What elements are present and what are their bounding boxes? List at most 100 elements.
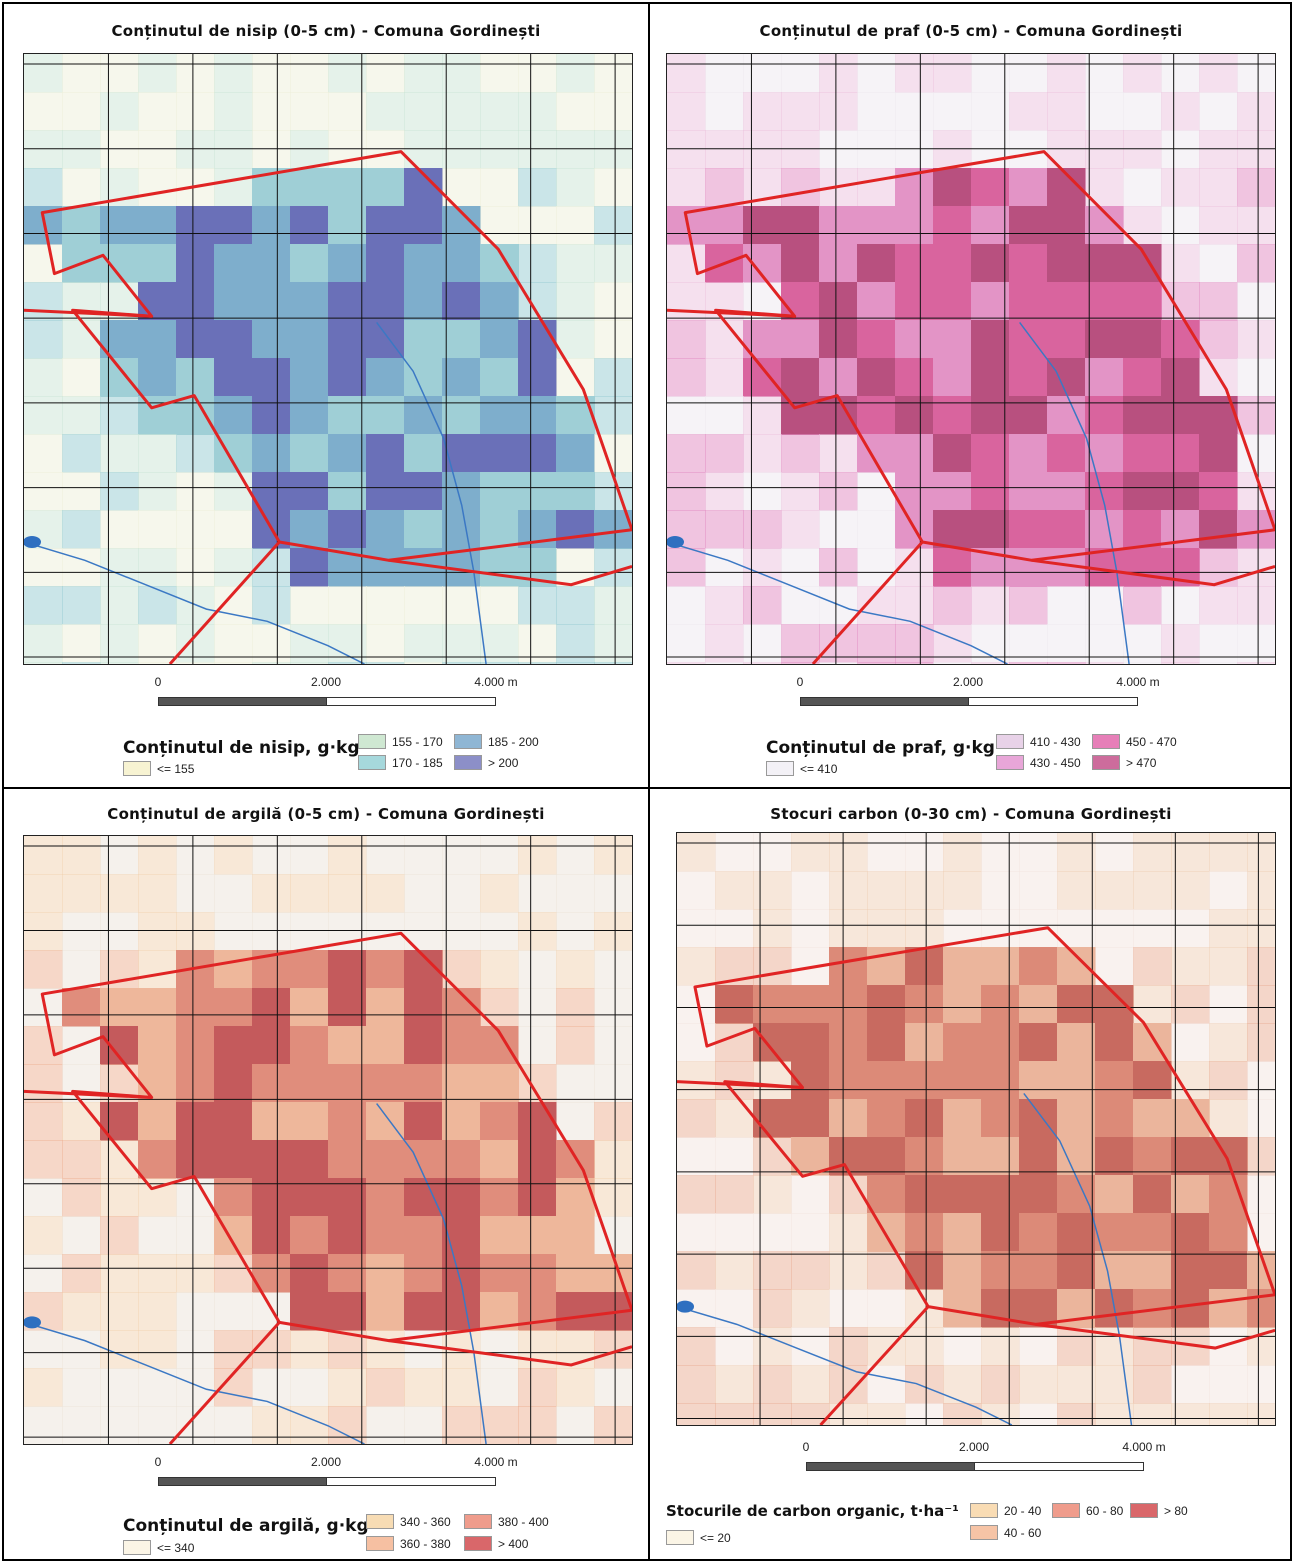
- legend-swatch: [1130, 1503, 1158, 1519]
- neighbour-boundary: [388, 558, 632, 587]
- commune-boundary: [683, 150, 1275, 562]
- raster-cells: [667, 54, 1275, 664]
- panel-title: Conținutul de argilă (0-5 cm) - Comuna G…: [107, 805, 545, 823]
- scale-label-end: 4.000 m: [1116, 675, 1160, 689]
- legend-swatch: [970, 1503, 998, 1519]
- legend-label: 155 - 170: [392, 734, 443, 749]
- legend-swatch: [358, 755, 386, 771]
- map-grid: [667, 54, 1275, 664]
- legend: Conținutul de praf, g·kg⁻¹ <= 410 410 - …: [650, 4, 1292, 787]
- legend-swatch: [464, 1514, 492, 1530]
- raster-cells: [24, 836, 632, 1444]
- legend-title: Conținutul de nisip, g·kg⁻¹: [123, 738, 376, 758]
- legend-item: <= 20: [666, 1529, 731, 1546]
- panel-divider-horizontal: [2, 787, 1292, 789]
- commune-boundary: [40, 931, 632, 1343]
- scale-bar: 0 2.000 4.000 m: [155, 1455, 518, 1501]
- river-line: [667, 541, 1008, 664]
- panel-title: Conținutul de nisip (0-5 cm) - Comuna Go…: [111, 22, 541, 40]
- legend-item: 450 - 470: [1092, 733, 1177, 750]
- legend-swatch: [1052, 1503, 1080, 1519]
- scale-bar-light: [968, 697, 1138, 706]
- panel-silt: Conținutul de praf (0-5 cm) - Comuna Gor…: [650, 4, 1292, 787]
- legend-swatch: [970, 1525, 998, 1541]
- legend-item: 155 - 170: [358, 733, 443, 750]
- scale-label-zero: 0: [802, 1440, 810, 1454]
- scale-bar-light: [974, 1462, 1144, 1471]
- legend-label: > 400: [498, 1536, 529, 1551]
- neighbour-boundary: [168, 1321, 281, 1444]
- scale-label-mid: 2.000: [310, 675, 342, 689]
- scale-bar-light: [326, 697, 496, 706]
- neighbour-boundary: [388, 1339, 632, 1367]
- scale-label-zero: 0: [154, 675, 162, 689]
- legend-label: 60 - 80: [1086, 1503, 1124, 1518]
- panel-divider-vertical: [648, 2, 650, 1561]
- legend-swatch: [666, 1530, 694, 1546]
- legend-item: > 470: [1092, 754, 1156, 771]
- legend-label: 450 - 470: [1126, 734, 1177, 749]
- raster-cells: [677, 833, 1275, 1425]
- legend: Conținutul de argilă, g·kg⁻¹ <= 340 340 …: [4, 789, 648, 1561]
- neighbour-boundary: [1031, 558, 1275, 587]
- panel-carbon: Stocuri carbon (0-30 cm) - Comuna Gordin…: [650, 789, 1292, 1561]
- legend-label: 410 - 430: [1030, 734, 1081, 749]
- scale-label-end: 4.000 m: [474, 1455, 518, 1469]
- neighbour-boundary: [819, 1305, 930, 1425]
- map-grid: [24, 836, 632, 1444]
- legend-label: <= 155: [157, 761, 195, 776]
- river-line: [376, 1103, 487, 1444]
- legend-label: <= 20: [700, 1530, 731, 1545]
- neighbour-boundary: [677, 1080, 803, 1090]
- legend-label: <= 410: [800, 761, 838, 776]
- legend-item: 380 - 400: [464, 1513, 549, 1530]
- neighbour-boundary: [24, 308, 152, 318]
- legend-swatch: [1092, 755, 1120, 771]
- legend-item: 170 - 185: [358, 754, 443, 771]
- scale-label-zero: 0: [796, 675, 804, 689]
- river-line: [24, 1321, 365, 1444]
- legend-title: Conținutul de argilă, g·kg⁻¹: [123, 1516, 386, 1536]
- legend-swatch: [123, 761, 151, 777]
- neighbour-boundary: [667, 308, 795, 318]
- legend: Conținutul de nisip, g·kg⁻¹ <= 155 155 -…: [4, 4, 648, 787]
- legend-swatch: [996, 734, 1024, 750]
- legend-item: <= 155: [123, 760, 195, 777]
- legend-swatch: [123, 1540, 151, 1556]
- legend-item: > 80: [1130, 1502, 1188, 1519]
- legend-item: <= 340: [123, 1539, 195, 1556]
- legend-item: 340 - 360: [366, 1513, 451, 1530]
- map-raster: [24, 54, 632, 664]
- panel-title: Conținutul de praf (0-5 cm) - Comuna Gor…: [759, 22, 1183, 40]
- map-grid: [24, 54, 632, 664]
- legend-label: 340 - 360: [400, 1514, 451, 1529]
- scale-bar: 0 2.000 4.000 m: [802, 1440, 1166, 1486]
- legend-label: 170 - 185: [392, 755, 443, 770]
- map-silt[interactable]: [666, 53, 1276, 665]
- legend-swatch: [1092, 734, 1120, 750]
- neighbour-boundary: [24, 1089, 152, 1099]
- scale-label-end: 4.000 m: [1122, 1440, 1166, 1454]
- scale-label-end: 4.000 m: [474, 675, 518, 689]
- legend-label: > 200: [488, 755, 519, 770]
- commune-boundary: [40, 150, 632, 562]
- legend-swatch: [366, 1536, 394, 1552]
- legend-label: 360 - 380: [400, 1536, 451, 1551]
- commune-boundary: [693, 926, 1275, 1326]
- map-carbon[interactable]: [676, 832, 1276, 1426]
- legend-label: <= 340: [157, 1540, 195, 1555]
- map-sand[interactable]: [23, 53, 633, 665]
- legend-swatch: [358, 734, 386, 750]
- map-raster: [667, 54, 1275, 664]
- panel-clay: Conținutul de argilă (0-5 cm) - Comuna G…: [4, 789, 648, 1561]
- legend-label: > 80: [1164, 1503, 1188, 1518]
- legend-item: 185 - 200: [454, 733, 539, 750]
- map-clay[interactable]: [23, 835, 633, 1445]
- panel-sand: Conținutul de nisip (0-5 cm) - Comuna Go…: [4, 4, 648, 787]
- legend-item: > 400: [464, 1535, 529, 1552]
- legend-label: 380 - 400: [498, 1514, 549, 1529]
- legend-swatch: [464, 1536, 492, 1552]
- legend-swatch: [454, 755, 482, 771]
- map-grid: [677, 833, 1275, 1425]
